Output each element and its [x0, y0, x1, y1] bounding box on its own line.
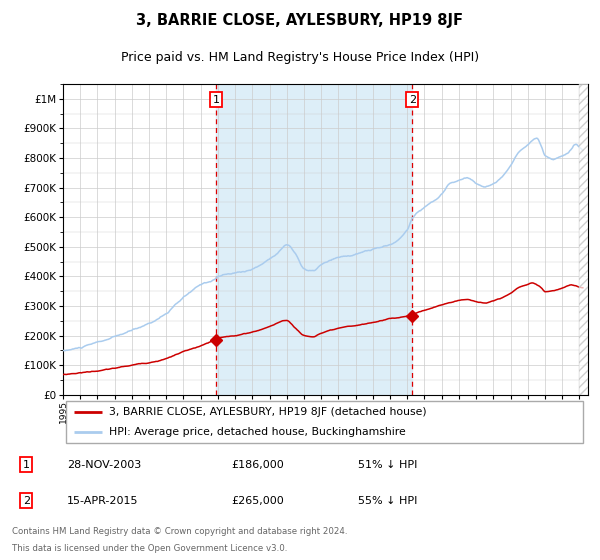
Text: 1: 1 — [23, 460, 30, 470]
FancyBboxPatch shape — [65, 401, 583, 444]
Text: Contains HM Land Registry data © Crown copyright and database right 2024.: Contains HM Land Registry data © Crown c… — [12, 526, 347, 535]
Text: 51% ↓ HPI: 51% ↓ HPI — [358, 460, 417, 470]
Text: 1: 1 — [213, 95, 220, 105]
Text: £265,000: £265,000 — [231, 496, 284, 506]
Text: 55% ↓ HPI: 55% ↓ HPI — [358, 496, 417, 506]
Text: 3, BARRIE CLOSE, AYLESBURY, HP19 8JF (detached house): 3, BARRIE CLOSE, AYLESBURY, HP19 8JF (de… — [109, 407, 427, 417]
Bar — [217, 84, 412, 395]
Text: HPI: Average price, detached house, Buckinghamshire: HPI: Average price, detached house, Buck… — [109, 427, 406, 437]
Text: This data is licensed under the Open Government Licence v3.0.: This data is licensed under the Open Gov… — [12, 544, 287, 553]
Text: 2: 2 — [23, 496, 30, 506]
Text: 28-NOV-2003: 28-NOV-2003 — [67, 460, 141, 470]
Text: 3, BARRIE CLOSE, AYLESBURY, HP19 8JF: 3, BARRIE CLOSE, AYLESBURY, HP19 8JF — [137, 13, 464, 28]
Text: £186,000: £186,000 — [231, 460, 284, 470]
Text: Price paid vs. HM Land Registry's House Price Index (HPI): Price paid vs. HM Land Registry's House … — [121, 51, 479, 64]
Text: 15-APR-2015: 15-APR-2015 — [67, 496, 138, 506]
Text: 2: 2 — [409, 95, 416, 105]
